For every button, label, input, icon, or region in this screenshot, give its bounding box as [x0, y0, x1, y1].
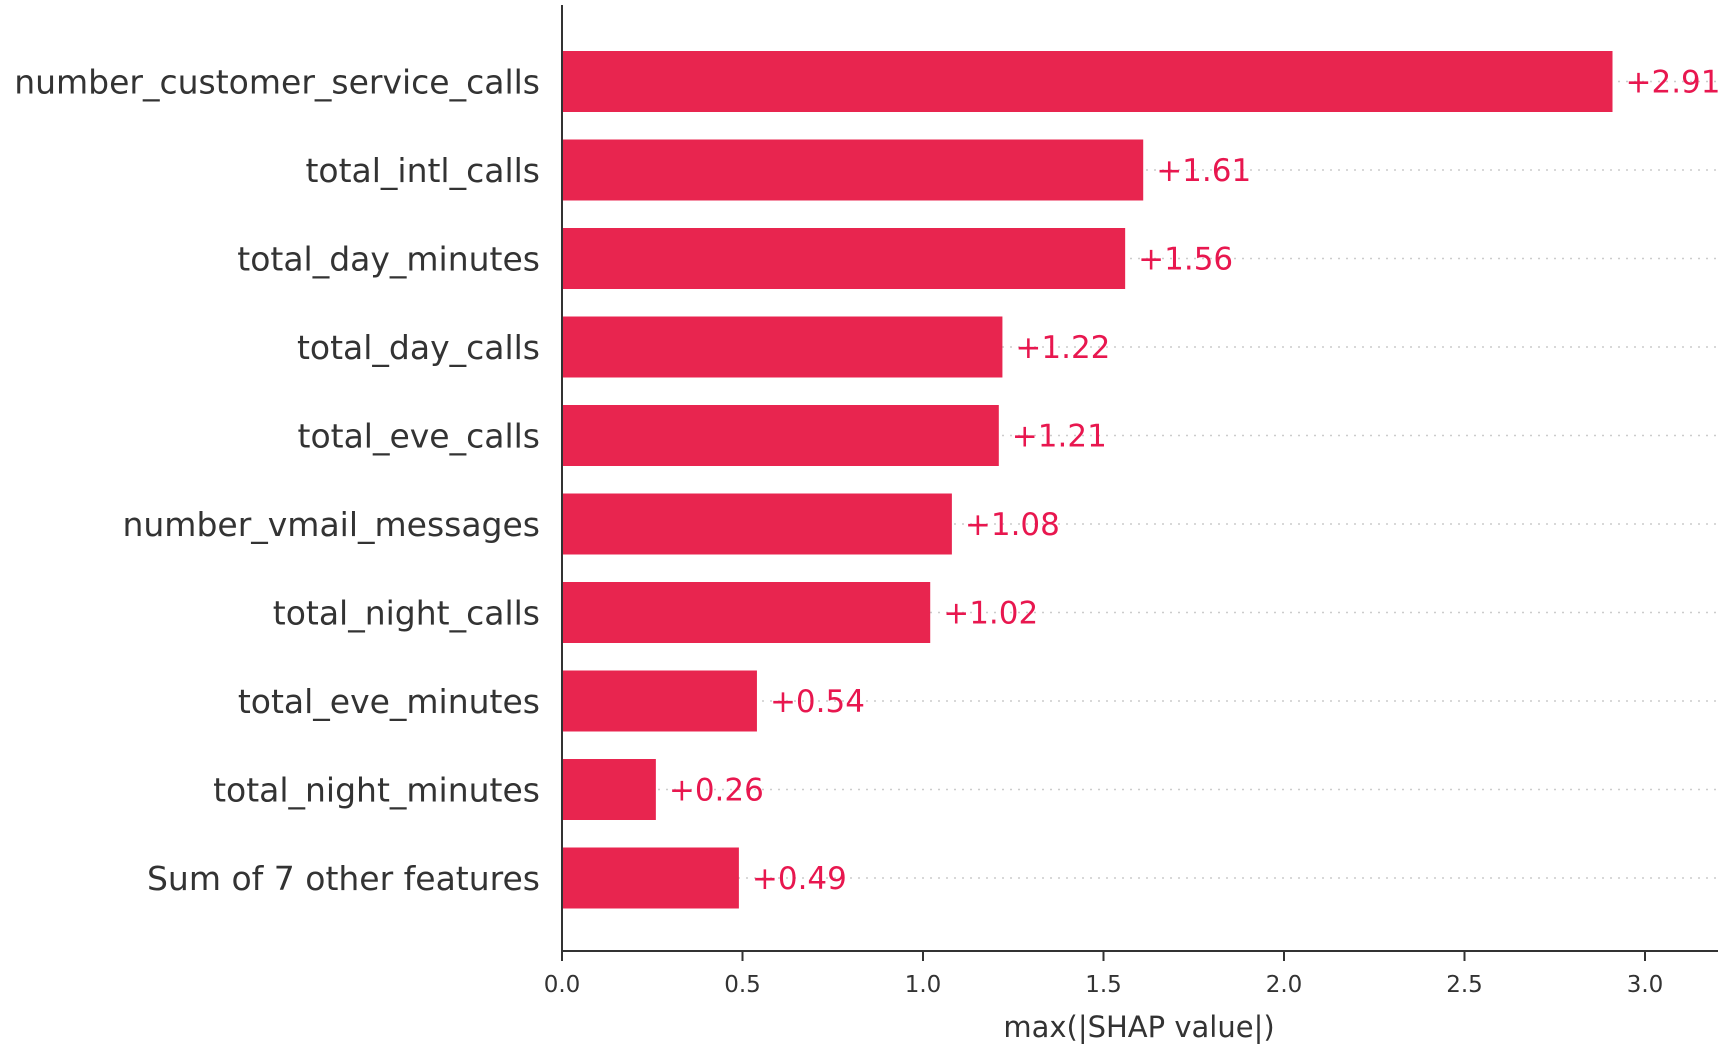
value-label: +0.54: [770, 684, 865, 720]
bar: [562, 316, 1003, 378]
feature-label: total_day_minutes: [237, 240, 540, 279]
bar: [562, 405, 999, 466]
value-label: +2.91: [1626, 65, 1721, 101]
bar: [562, 493, 952, 555]
value-label: +0.49: [752, 861, 847, 897]
feature-label: total_night_minutes: [213, 771, 540, 810]
x-tick-label: 3.0: [1627, 972, 1664, 998]
bars: [562, 51, 1613, 909]
bar: [562, 139, 1144, 201]
bar: [562, 228, 1126, 289]
bar: [562, 670, 757, 732]
feature-labels: number_customer_service_calls total_intl_…: [14, 63, 540, 899]
value-label: +1.02: [943, 596, 1038, 632]
bar: [562, 51, 1613, 112]
x-tick-label: 0.5: [724, 972, 761, 998]
value-label: +1.22: [1015, 330, 1110, 366]
feature-label: Sum of 7 other features: [147, 859, 540, 898]
x-axis-ticks: 0.0 0.5 1.0 1.5 2.0 2.5 3.0: [544, 951, 1664, 998]
x-tick-label: 1.5: [1085, 972, 1122, 998]
grid-lines: [562, 80, 1716, 879]
feature-label: total_night_calls: [273, 594, 540, 633]
bar: [562, 759, 656, 820]
feature-label: total_day_calls: [297, 328, 540, 367]
feature-label: number_customer_service_calls: [14, 63, 540, 102]
feature-label: total_eve_calls: [298, 417, 541, 456]
x-tick-label: 2.0: [1266, 972, 1303, 998]
value-label: +1.21: [1012, 419, 1107, 455]
feature-label: total_intl_calls: [305, 151, 540, 190]
x-tick-label: 1.0: [905, 972, 942, 998]
feature-label: number_vmail_messages: [122, 505, 540, 544]
value-label: +1.61: [1156, 153, 1251, 189]
value-label: +0.26: [669, 773, 764, 809]
bar: [562, 582, 931, 643]
value-labels: +2.91 +1.61 +1.56 +1.22 +1.21 +1.08 +1.02 +0.54…: [669, 65, 1721, 898]
value-label: +1.56: [1138, 242, 1233, 278]
bar: [562, 847, 739, 909]
x-axis-title: max(|SHAP value|): [1003, 1010, 1274, 1044]
value-label: +1.08: [965, 507, 1060, 543]
x-tick-label: 2.5: [1446, 972, 1483, 998]
x-tick-label: 0.0: [544, 972, 581, 998]
feature-label: total_eve_minutes: [238, 682, 540, 721]
